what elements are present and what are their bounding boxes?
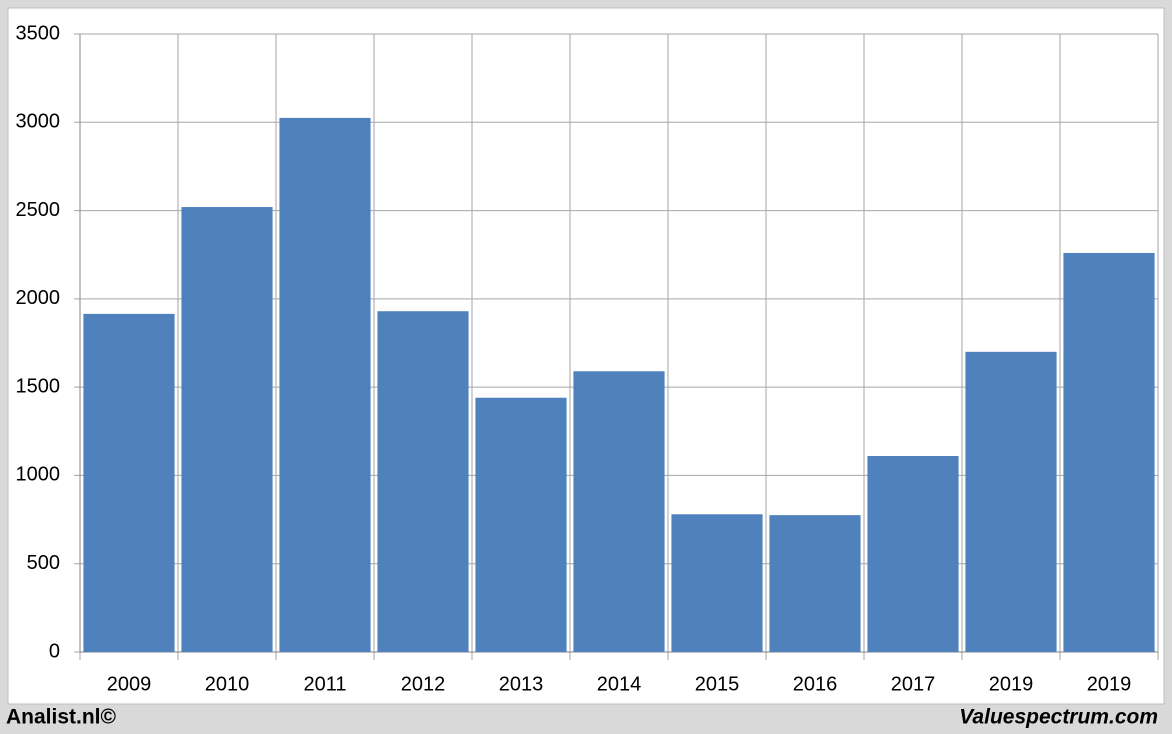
x-tick-label: 2015	[695, 673, 740, 695]
x-tick-label: 2010	[205, 673, 250, 695]
x-tick-label: 2014	[597, 673, 642, 695]
bar	[965, 351, 1057, 652]
bar	[279, 117, 371, 652]
x-tick-label: 2019	[989, 673, 1034, 695]
x-tick-label: 2011	[303, 673, 346, 695]
footer-left: Analist.nl©	[6, 706, 117, 729]
y-tick-label: 500	[27, 552, 60, 574]
bar	[671, 514, 763, 652]
bar	[573, 371, 665, 652]
bar	[769, 515, 861, 652]
bar	[867, 456, 959, 652]
y-tick-label: 1000	[16, 464, 61, 486]
footer-right: Valuespectrum.com	[959, 706, 1158, 729]
x-tick-label: 2013	[499, 673, 544, 695]
x-tick-label: 2017	[891, 673, 936, 695]
bar	[83, 313, 175, 652]
bar	[1063, 252, 1155, 652]
x-tick-label: 2009	[107, 673, 152, 695]
x-tick-label: 2019	[1087, 673, 1132, 695]
y-tick-label: 2500	[16, 199, 61, 221]
x-tick-label: 2012	[401, 673, 446, 695]
y-tick-label: 3000	[16, 111, 61, 133]
y-tick-label: 0	[49, 640, 60, 662]
bar	[181, 207, 273, 653]
bar	[377, 311, 469, 652]
y-tick-label: 1500	[16, 375, 61, 397]
bar	[475, 397, 567, 652]
y-tick-label: 3500	[16, 22, 61, 44]
y-tick-label: 2000	[16, 287, 61, 309]
x-tick-label: 2016	[793, 673, 838, 695]
